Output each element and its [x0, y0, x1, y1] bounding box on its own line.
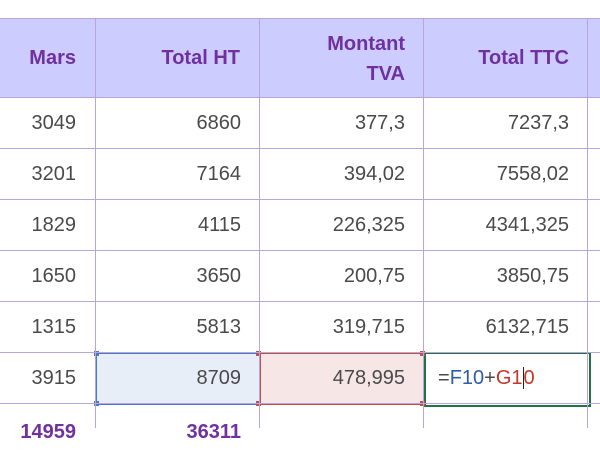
cell-total-ht[interactable]: 5813	[196, 316, 242, 338]
cell-montant-tva[interactable]: 377,3	[354, 112, 405, 134]
cell-mars[interactable]: 3915	[31, 367, 77, 389]
column-header-tva: TVA	[366, 63, 405, 85]
spreadsheet-grid: Mars Total HT Montant TVA Total TTC 3049…	[0, 18, 600, 443]
cell-montant-tva[interactable]: 226,325	[332, 214, 405, 236]
formula-operator: +	[484, 367, 496, 389]
cell-mars[interactable]: 3201	[31, 163, 77, 185]
reference-range-g10	[260, 353, 425, 405]
cell-montant-tva[interactable]: 478,995	[332, 367, 405, 389]
column-header-total-ttc: Total TTC	[478, 47, 569, 69]
column-header-total-ht: Total HT	[161, 47, 240, 69]
formula-ref-f10: F10	[449, 367, 485, 389]
cell-total-ttc[interactable]: 7558,02	[496, 163, 569, 185]
formula-equals: =	[438, 367, 450, 389]
cell-total-ttc[interactable]: 4341,325	[485, 214, 569, 236]
formula-ref-g10-end: 0	[523, 367, 535, 389]
cell-total-ht[interactable]: 8709	[196, 367, 242, 389]
range-handle[interactable]	[420, 351, 425, 356]
reference-range-f10	[96, 353, 261, 405]
active-cell-h10[interactable]	[424, 352, 591, 407]
formula-editor[interactable]: =F10+G10	[438, 353, 535, 404]
cell-mars[interactable]: 1650	[31, 265, 77, 287]
cell-montant-tva[interactable]: 319,715	[332, 316, 405, 338]
cell-total-ttc[interactable]: 6132,715	[485, 316, 569, 338]
cell-mars[interactable]: 3049	[31, 112, 77, 134]
formula-ref-g10-start: G1	[495, 367, 523, 389]
cell-total-ttc[interactable]: 7237,3	[507, 112, 569, 134]
cell-total-ttc[interactable]: 3850,75	[496, 265, 569, 287]
cell-total-ht[interactable]: 4115	[197, 214, 241, 236]
cell-mars[interactable]: 1829	[31, 214, 77, 236]
cell-mars[interactable]: 1315	[31, 316, 77, 338]
cell-total-mars[interactable]: 14959	[20, 421, 76, 443]
cell-total-ht[interactable]: 7164	[196, 163, 242, 185]
cell-montant-tva[interactable]: 394,02	[343, 163, 405, 185]
text-cursor	[522, 366, 524, 389]
cell-total-ht[interactable]: 3650	[196, 265, 242, 287]
cell-montant-tva[interactable]: 200,75	[343, 265, 405, 287]
cell-total-ht[interactable]: 6860	[196, 112, 242, 134]
column-header-mars: Mars	[29, 47, 76, 69]
range-handle[interactable]	[94, 351, 99, 356]
cell-total-ht-sum[interactable]: 36311	[186, 421, 241, 443]
column-header-montant: Montant	[327, 33, 405, 55]
header-row	[0, 18, 600, 98]
range-handle[interactable]	[256, 351, 261, 356]
